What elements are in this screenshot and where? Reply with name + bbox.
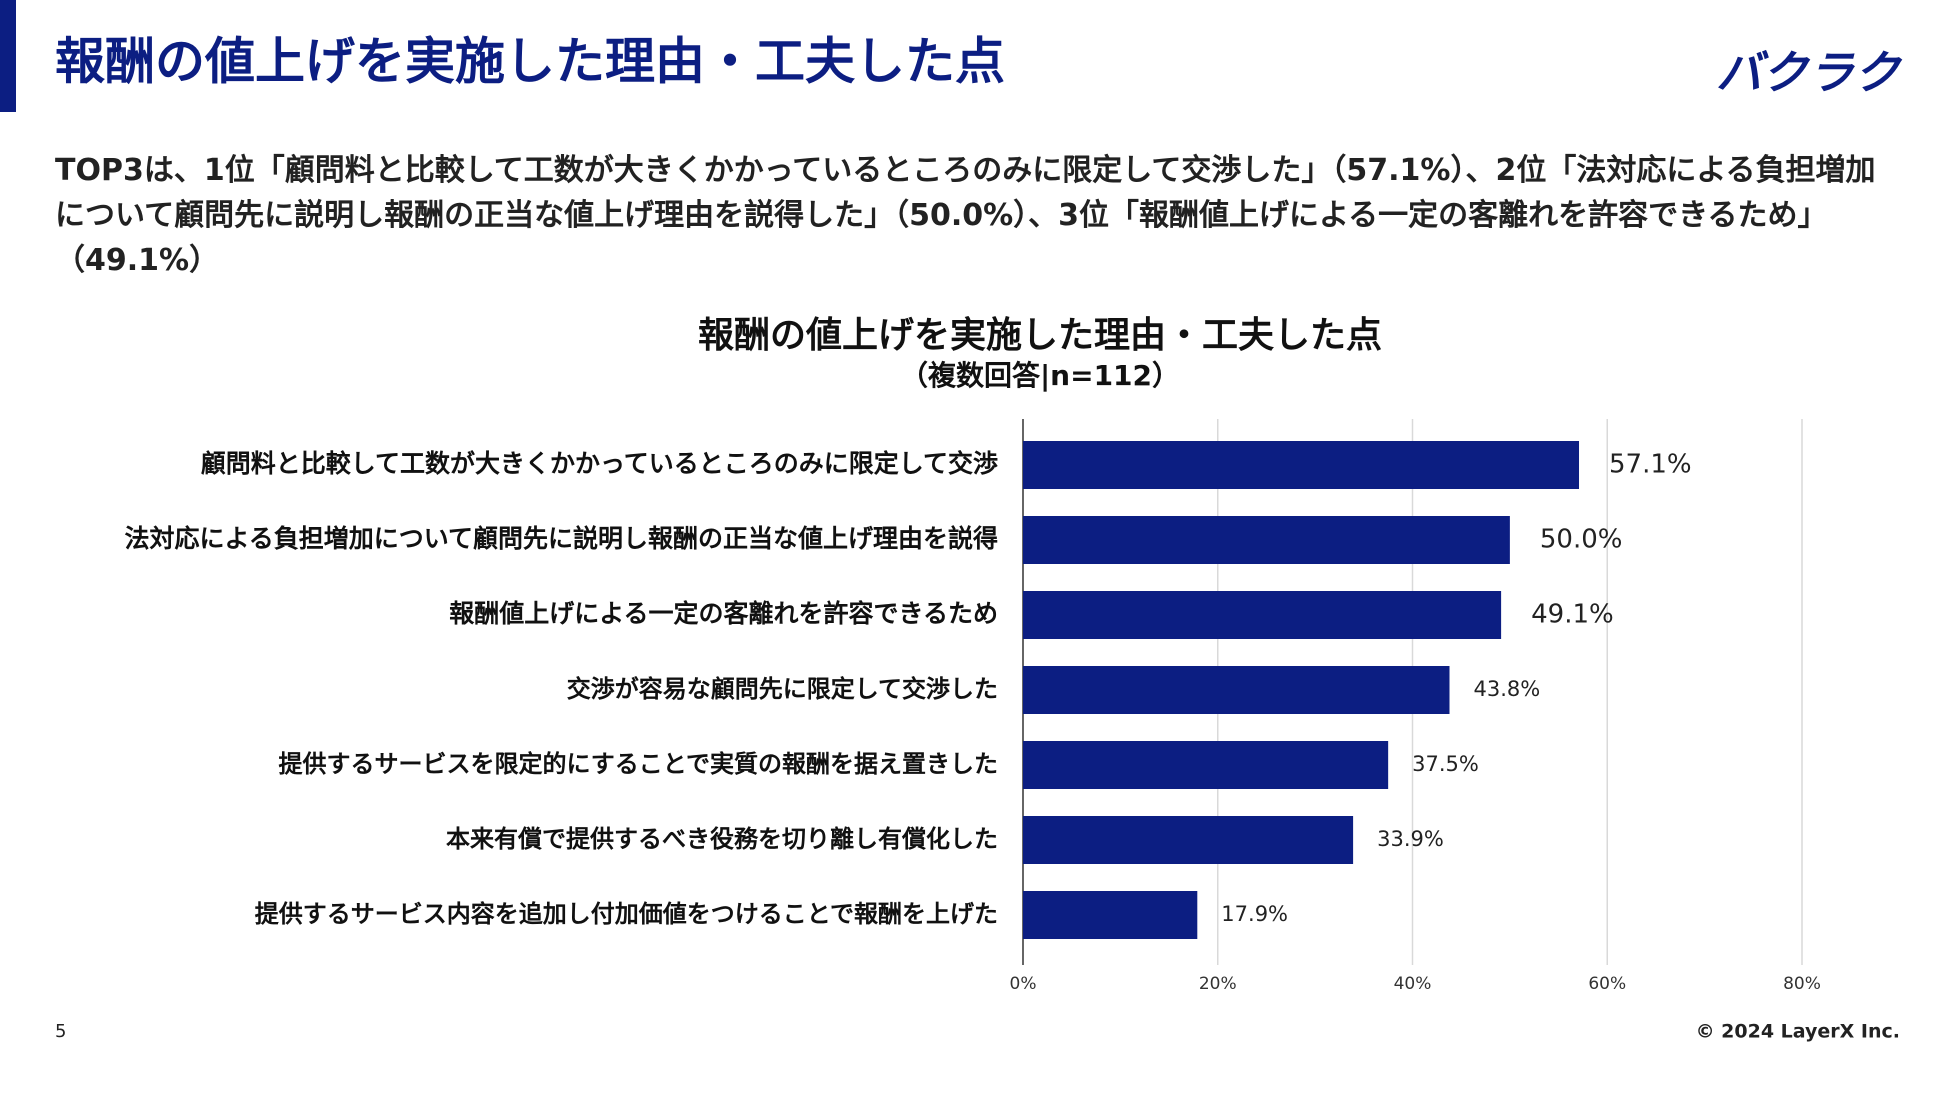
bar xyxy=(1023,516,1510,564)
x-tick-label: 0% xyxy=(1010,974,1037,994)
bar xyxy=(1023,666,1450,714)
bar xyxy=(1023,891,1198,939)
x-tick-label: 60% xyxy=(1588,974,1626,994)
data-label: 49.1% xyxy=(1531,600,1614,630)
logo: バクラク xyxy=(1716,46,1903,100)
y-tick-label: 提供するサービスを限定的にすることで実質の報酬を据え置きした xyxy=(278,750,998,778)
accent-bar xyxy=(0,0,16,112)
data-label: 43.8% xyxy=(1474,677,1541,701)
y-tick-label: 報酬値上げによる一定の客離れを許容できるため xyxy=(449,599,998,628)
x-tick-label: 20% xyxy=(1199,974,1237,994)
slide-title: 報酬の値上げを実施した理由・工夫した点 xyxy=(55,33,1005,91)
data-label: 50.0% xyxy=(1540,525,1623,555)
y-tick-label: 本来有償で提供するべき役務を切り離し有償化した xyxy=(446,825,998,853)
data-label: 33.9% xyxy=(1377,827,1444,851)
bar xyxy=(1023,591,1502,639)
chart-subtitle: （複数回答|n=112） xyxy=(900,359,1180,392)
copyright: © 2024 LayerX Inc. xyxy=(1696,1021,1900,1043)
y-tick-label: 法対応による負担増加について顧問先に説明し報酬の正当な値上げ理由を説得 xyxy=(124,524,998,553)
page-number: 5 xyxy=(55,1021,66,1042)
y-tick-label: 交渉が容易な顧問先に限定して交渉した xyxy=(567,675,998,703)
chart-title: 報酬の値上げを実施した理由・工夫した点 xyxy=(698,315,1382,356)
y-tick-label: 提供するサービス内容を追加し付加価値をつけることで報酬を上げた xyxy=(255,900,998,928)
data-label: 17.9% xyxy=(1221,902,1288,926)
data-label: 57.1% xyxy=(1609,450,1692,480)
data-label: 37.5% xyxy=(1412,752,1479,776)
x-tick-label: 80% xyxy=(1783,974,1821,994)
bar xyxy=(1023,816,1354,864)
bar xyxy=(1023,441,1580,489)
x-tick-label: 40% xyxy=(1394,974,1432,994)
y-tick-label: 顧問料と比較して工数が大きくかかっているところのみに限定して交渉 xyxy=(201,449,998,478)
bar xyxy=(1023,741,1389,789)
summary: TOP3は、1位「顧問料と比較して工数が大きくかかっているところのみに限定して交… xyxy=(55,153,1876,278)
